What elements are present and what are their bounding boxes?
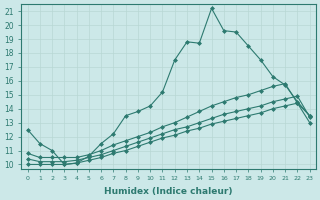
X-axis label: Humidex (Indice chaleur): Humidex (Indice chaleur) (104, 187, 233, 196)
